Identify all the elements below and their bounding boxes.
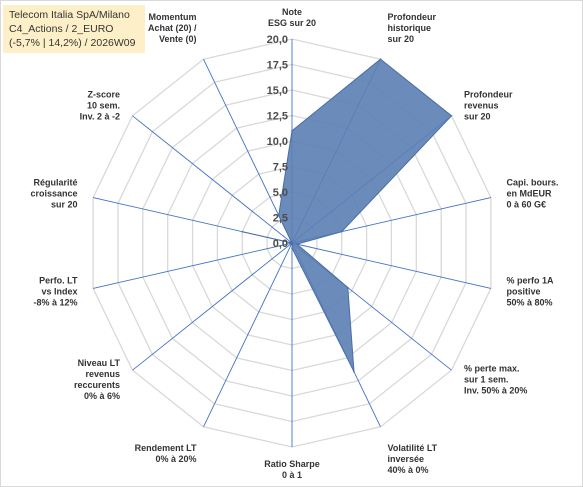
axis-label-9-line-0: Niveau LT [78, 358, 121, 368]
chart-title-box: Telecom Italia SpA/Milano C4_Actions / 2… [3, 5, 145, 53]
axis-label-6-line-2: 40% à 0% [388, 465, 429, 475]
title-line-1: Telecom Italia SpA/Milano [9, 9, 130, 21]
axis-label-2-line-2: sur 20 [464, 111, 491, 121]
title-line-3: (-5,7% | 14,2%) / 2026W09 [9, 37, 136, 49]
axis-label-2-line-1: revenus [464, 100, 499, 110]
axis-label-13-line-0: Momentum [149, 12, 197, 22]
axis-label-7-line-0: Ratio Sharpe [264, 459, 320, 469]
axis-label-2: Profondeur revenus sur 20 [464, 89, 513, 121]
axis-label-5-line-1: sur 1 sem. [464, 375, 509, 385]
axis-label-8: Rendement LT 0% à 20% [135, 443, 197, 464]
axis-label-8-line-1: 0% à 20% [155, 454, 196, 464]
data-point-7 [291, 247, 293, 249]
axis-label-3: Capi. bours. en MdEUR 0 à 60 G€ [507, 178, 559, 210]
axis-label-5-line-2: Inv. 50% à 20% [464, 386, 527, 396]
axis-label-13-line-2: Vente (0) [159, 34, 197, 44]
axis-label-2-line-0: Profondeur [464, 89, 513, 99]
data-point-12 [291, 242, 293, 244]
axis-label-10: Perfo. LT vs Index -8% à 12% [33, 276, 78, 308]
axis-label-4: % perfo 1A positive 50% à 80% [507, 276, 555, 308]
data-point-0 [291, 130, 293, 132]
axis-label-4-line-1: positive [507, 287, 541, 297]
axis-label-3-line-1: en MdEUR [507, 189, 553, 199]
axis-label-1-line-0: Profondeur [388, 12, 437, 22]
axis-label-1: Profondeur historique sur 20 [388, 12, 437, 44]
axis-label-1-line-2: sur 20 [388, 34, 415, 44]
axis-label-13: Momentum Achat (20) / Vente (0) [148, 12, 197, 44]
axis-label-4-line-2: 50% à 80% [507, 298, 553, 308]
tick-label-2: 5,0 [273, 187, 288, 199]
axis-label-0-line-1: ESG sur 20 [268, 18, 316, 28]
axis-label-12: Z-score 10 sem. Inv. 2 à -2 [80, 89, 120, 121]
axis-label-5-line-0: % perte max. [464, 364, 520, 374]
data-point-6 [353, 370, 355, 373]
tick-label-6: 15,0 [267, 85, 288, 97]
axis-label-9-line-2: reccurents [74, 380, 120, 390]
spoke-13 [203, 59, 293, 244]
spoke-4 [291, 242, 492, 289]
axis-label-7-line-1: 0 à 1 [282, 470, 302, 480]
axis-label-0-line-0: Note [282, 7, 302, 17]
axis-label-12-line-1: 10 sem. [87, 100, 120, 110]
tick-label-5: 12,5 [267, 111, 288, 123]
axis-label-8-line-0: Rendement LT [135, 443, 197, 453]
axis-label-6-line-1: inversée [388, 454, 425, 464]
axis-label-13-line-1: Achat (20) / [148, 23, 197, 33]
data-point-11 [241, 230, 244, 233]
axis-label-10-line-0: Perfo. LT [39, 276, 78, 286]
axis-label-6: Volatilité LT inversée 40% à 0% [388, 443, 438, 475]
data-point-13 [277, 214, 280, 217]
data-point-4 [296, 243, 298, 245]
axis-label-4-line-0: % perfo 1A [507, 276, 555, 286]
data-point-2 [450, 115, 453, 117]
tick-label-1: 2,5 [273, 213, 288, 225]
axis-label-3-line-2: 0 à 60 G€ [507, 200, 547, 210]
spoke-12 [132, 115, 293, 244]
tick-label-8: 20,0 [267, 34, 288, 46]
axis-label-0: Note ESG sur 20 [268, 7, 316, 28]
axis-label-9: Niveau LT revenus reccurents 0% à 6% [74, 358, 121, 401]
axis-label-9-line-1: revenus [85, 369, 120, 379]
data-point-1 [379, 58, 382, 60]
tick-label-0: 0,0 [273, 238, 288, 250]
spoke-8 [203, 242, 293, 427]
axis-label-6-line-0: Volatilité LT [388, 443, 438, 453]
axis-label-11: Régularité croissance sur 20 [30, 178, 77, 210]
axis-label-7: Ratio Sharpe 0 à 1 [264, 459, 320, 480]
axis-label-11-line-2: sur 20 [51, 200, 78, 210]
axis-label-12-line-0: Z-score [87, 89, 120, 99]
axis-label-1-line-1: historique [388, 23, 432, 33]
axis-label-10-line-1: vs Index [41, 287, 77, 297]
axis-label-11-line-0: Régularité [33, 178, 77, 188]
axis-label-5: % perte max. sur 1 sem. Inv. 50% à 20% [464, 364, 527, 396]
spoke-10 [92, 242, 293, 289]
tick-label-7: 17,5 [267, 60, 288, 72]
axis-label-3-line-0: Capi. bours. [507, 178, 559, 188]
tick-label-4: 10,0 [267, 136, 288, 148]
axis-label-11-line-1: croissance [30, 189, 77, 199]
tick-label-3: 7,5 [273, 162, 288, 174]
title-line-2: C4_Actions / 2_EURO [9, 23, 114, 35]
spoke-9 [132, 242, 293, 371]
axis-label-9-line-3: 0% à 6% [84, 391, 120, 401]
axis-label-12-line-2: Inv. 2 à -2 [80, 111, 120, 121]
data-point-3 [340, 230, 343, 233]
axis-label-10-line-2: -8% à 12% [33, 298, 77, 308]
data-point-5 [347, 286, 349, 289]
